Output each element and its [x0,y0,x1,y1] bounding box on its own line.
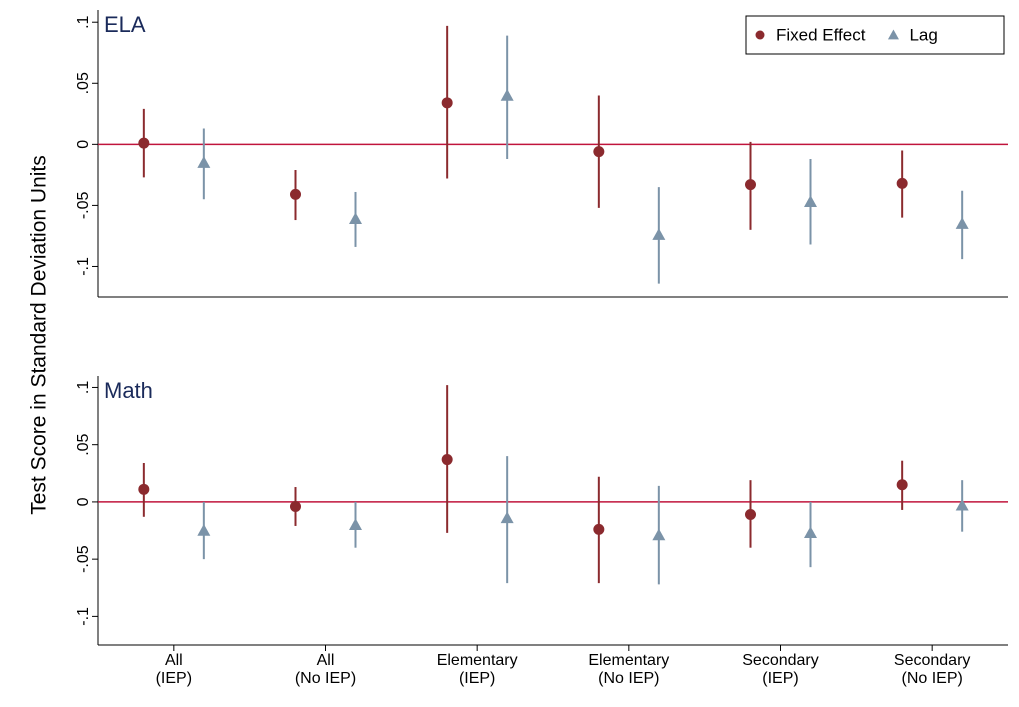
legend-label: Fixed Effect [776,25,866,44]
y-tick-label: 0 [75,140,92,149]
y-tick-label: .05 [75,433,92,455]
y-tick-label: 0 [75,497,92,506]
x-tick-label: All (IEP) [156,652,192,687]
x-tick-label: Elementary (No IEP) [588,652,669,687]
point [290,188,301,200]
point [441,97,453,109]
point [593,523,605,535]
point [955,498,969,511]
point [349,212,362,225]
x-tick-label-line: (IEP) [762,670,798,687]
point [896,479,908,491]
point [804,526,817,539]
x-tick-label-line: All [165,652,183,669]
y-tick-label: .05 [75,72,92,94]
point [745,509,756,521]
x-tick-label-line: Elementary [588,652,669,669]
x-tick-label-line: (No IEP) [901,670,962,687]
point [745,179,756,191]
y-tick-label: -.05 [75,545,92,573]
point [500,88,514,101]
point [955,217,969,229]
point [349,518,362,531]
x-tick-label: Secondary (IEP) [742,652,819,687]
point [197,524,211,536]
point [441,454,453,466]
panel-title: Math [104,378,153,403]
x-tick-label-line: (IEP) [459,670,495,687]
x-tick-label: Elementary (IEP) [437,652,518,687]
legend-marker [755,30,765,40]
x-tick-label-line: (No IEP) [295,670,356,687]
y-tick-label: .1 [75,15,92,28]
point [500,511,514,524]
point [290,500,301,512]
point [804,195,817,207]
x-tick-label-line: All [317,652,335,669]
panel-title: ELA [104,12,146,37]
legend-box [745,15,1005,55]
y-tick-label: .1 [75,381,92,394]
x-tick-label: All (No IEP) [295,652,356,687]
point [896,177,908,189]
y-tick-label: -.1 [75,257,92,276]
legend-marker [887,29,899,40]
point [593,146,605,158]
point [197,156,211,168]
legend-label: Lag [909,25,937,44]
x-tick-label-line: Secondary [894,652,971,669]
x-tick-label-line: (No IEP) [598,670,659,687]
point [652,528,666,541]
x-tick-label-line: Elementary [437,652,518,669]
point [138,483,150,495]
x-tick-label-line: (IEP) [156,670,192,687]
y-tick-label: -.1 [75,607,92,626]
y-tick-label: -.05 [75,192,92,220]
point [652,228,666,240]
x-tick-label: Secondary (No IEP) [894,652,971,687]
y-axis-label: Test Score in Standard Deviation Units [28,155,51,515]
point [138,137,150,149]
x-tick-label-line: Secondary [742,652,819,669]
